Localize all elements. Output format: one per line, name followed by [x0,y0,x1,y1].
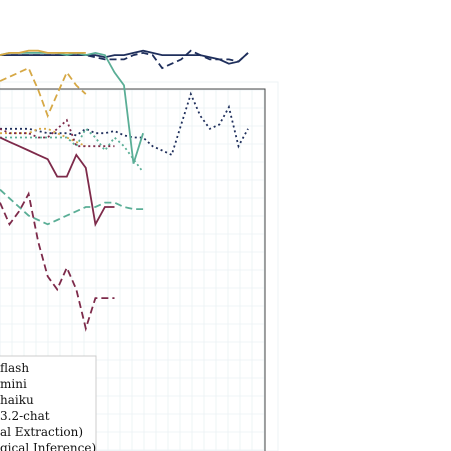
legend-entry-6: gical Inference) [0,441,96,451]
series-line-7 [0,49,86,56]
series-line-11 [0,191,115,332]
series-line-2 [0,49,249,70]
series-line-4 [0,51,144,164]
legend-entry-5: al Extraction) [0,425,83,439]
plot-area-frame [0,88,266,451]
series-line-8 [0,66,87,119]
series-line-1 [0,49,249,65]
legend-box [0,355,97,451]
figure-outer-frame [0,81,279,451]
series-line-3 [0,91,249,157]
legend: flash mini haiku 3.2-chat al Extraction)… [0,355,97,451]
series-line-5 [0,188,144,226]
legend-entry-1: flash [0,361,29,375]
series-line-12 [0,118,115,148]
legend-entry-4: 3.2-chat [0,409,50,423]
series-layer [0,49,249,332]
series-line-6 [0,127,144,173]
legend-entry-2: mini [0,377,27,391]
series-line-10 [0,136,115,227]
legend-entry-3: haiku [0,393,34,407]
